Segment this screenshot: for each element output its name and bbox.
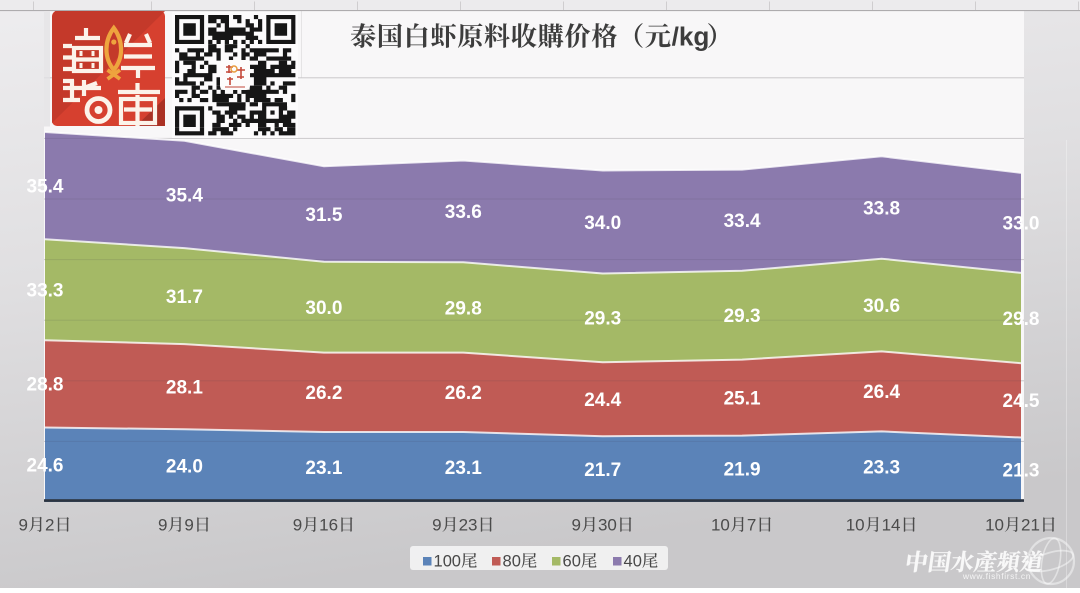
svg-text:9: 9 — [184, 516, 193, 535]
svg-text:26.4: 26.4 — [863, 382, 900, 403]
svg-text:9: 9 — [293, 516, 302, 535]
svg-text:9: 9 — [572, 516, 581, 535]
svg-text:0: 0 — [995, 516, 1004, 535]
svg-text:35.4: 35.4 — [27, 177, 64, 198]
svg-text:0: 0 — [443, 553, 452, 571]
svg-text:24.4: 24.4 — [584, 390, 621, 411]
svg-text:6: 6 — [329, 516, 338, 535]
svg-text:21.3: 21.3 — [1003, 461, 1040, 482]
svg-text:9: 9 — [158, 516, 167, 535]
svg-text:31.5: 31.5 — [305, 205, 342, 226]
svg-text:33.0: 33.0 — [1003, 214, 1040, 235]
svg-text:29.8: 29.8 — [445, 298, 482, 319]
svg-text:26.2: 26.2 — [445, 383, 482, 404]
svg-text:1: 1 — [846, 516, 855, 535]
svg-text:7: 7 — [747, 516, 756, 535]
svg-text:2: 2 — [45, 516, 54, 535]
svg-text:1: 1 — [711, 516, 720, 535]
svg-text:23.3: 23.3 — [863, 458, 900, 479]
svg-text:0: 0 — [607, 516, 616, 535]
svg-text:29.3: 29.3 — [724, 306, 761, 327]
svg-text:26.2: 26.2 — [305, 383, 342, 404]
svg-text:1: 1 — [985, 516, 994, 535]
svg-text:30.6: 30.6 — [863, 296, 900, 317]
svg-text:25.1: 25.1 — [724, 388, 761, 409]
svg-text:4: 4 — [624, 553, 633, 571]
svg-text:8: 8 — [503, 553, 512, 571]
svg-text:0: 0 — [452, 553, 461, 571]
svg-text:9: 9 — [19, 516, 28, 535]
svg-text:0: 0 — [633, 553, 642, 571]
svg-text:31.7: 31.7 — [166, 287, 203, 308]
svg-text:29.8: 29.8 — [1003, 309, 1040, 330]
svg-text:9: 9 — [432, 516, 441, 535]
svg-text:33.6: 33.6 — [445, 202, 482, 223]
svg-text:24.5: 24.5 — [1003, 391, 1040, 412]
svg-text:1: 1 — [319, 516, 328, 535]
svg-text:35.4: 35.4 — [166, 185, 203, 206]
svg-text:23.1: 23.1 — [305, 458, 342, 479]
svg-text:33.3: 33.3 — [27, 281, 64, 302]
svg-text:2: 2 — [1021, 516, 1030, 535]
svg-text:1: 1 — [882, 516, 891, 535]
svg-text:24.0: 24.0 — [166, 456, 203, 477]
svg-text:0: 0 — [512, 553, 521, 571]
svg-text:34.0: 34.0 — [584, 213, 621, 234]
svg-text:4: 4 — [891, 516, 900, 535]
svg-text:1: 1 — [1031, 516, 1040, 535]
svg-text:2: 2 — [459, 516, 468, 535]
svg-text:www.fishfirst.cn: www.fishfirst.cn — [962, 571, 1031, 581]
svg-text:0: 0 — [720, 516, 729, 535]
svg-text:/kg: /kg — [672, 22, 710, 52]
svg-text:21.9: 21.9 — [724, 460, 761, 481]
svg-text:29.3: 29.3 — [584, 309, 621, 330]
svg-text:21.7: 21.7 — [584, 460, 621, 481]
svg-text:0: 0 — [572, 553, 581, 571]
svg-text:23.1: 23.1 — [445, 458, 482, 479]
svg-text:28.8: 28.8 — [27, 375, 64, 396]
svg-text:30.0: 30.0 — [305, 298, 342, 319]
svg-text:33.8: 33.8 — [863, 198, 900, 219]
svg-text:3: 3 — [468, 516, 477, 535]
svg-text:33.4: 33.4 — [724, 211, 761, 232]
svg-text:28.1: 28.1 — [166, 378, 203, 399]
svg-text:1: 1 — [434, 553, 443, 571]
svg-text:6: 6 — [563, 553, 572, 571]
svg-text:0: 0 — [855, 516, 864, 535]
svg-text:3: 3 — [598, 516, 607, 535]
svg-text:24.6: 24.6 — [27, 456, 64, 477]
